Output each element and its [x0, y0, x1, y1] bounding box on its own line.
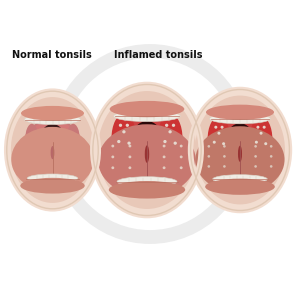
Ellipse shape	[7, 91, 98, 209]
Ellipse shape	[180, 167, 183, 169]
Ellipse shape	[223, 145, 226, 148]
Ellipse shape	[254, 145, 257, 148]
Ellipse shape	[11, 97, 94, 203]
Ellipse shape	[134, 124, 160, 152]
Ellipse shape	[223, 175, 226, 178]
Ellipse shape	[172, 124, 175, 127]
Ellipse shape	[205, 178, 275, 195]
Ellipse shape	[133, 121, 161, 153]
Ellipse shape	[190, 89, 290, 211]
Ellipse shape	[165, 124, 168, 127]
Ellipse shape	[208, 155, 210, 158]
Ellipse shape	[227, 123, 253, 153]
Ellipse shape	[163, 145, 166, 147]
Ellipse shape	[206, 105, 274, 120]
Ellipse shape	[213, 175, 267, 184]
Ellipse shape	[128, 145, 131, 147]
Ellipse shape	[263, 126, 266, 129]
Ellipse shape	[270, 165, 272, 168]
Ellipse shape	[98, 124, 196, 197]
Ellipse shape	[126, 124, 129, 127]
Ellipse shape	[114, 110, 180, 122]
Ellipse shape	[98, 91, 196, 209]
Ellipse shape	[264, 142, 267, 145]
Ellipse shape	[254, 165, 257, 168]
Ellipse shape	[254, 155, 257, 158]
Ellipse shape	[66, 124, 80, 155]
Ellipse shape	[208, 116, 230, 162]
Ellipse shape	[31, 120, 74, 153]
Ellipse shape	[256, 126, 260, 129]
Ellipse shape	[158, 114, 182, 163]
Ellipse shape	[111, 145, 114, 147]
Ellipse shape	[180, 145, 183, 147]
Ellipse shape	[163, 177, 166, 180]
Ellipse shape	[109, 181, 185, 199]
Ellipse shape	[208, 165, 210, 168]
Ellipse shape	[250, 116, 272, 162]
Ellipse shape	[119, 124, 122, 127]
Ellipse shape	[111, 155, 114, 158]
Ellipse shape	[145, 145, 149, 163]
Ellipse shape	[163, 167, 166, 169]
Ellipse shape	[128, 155, 131, 158]
Ellipse shape	[196, 126, 285, 193]
Ellipse shape	[111, 167, 114, 169]
Ellipse shape	[217, 119, 263, 153]
Ellipse shape	[122, 117, 172, 153]
Ellipse shape	[180, 155, 183, 158]
Ellipse shape	[195, 96, 285, 204]
Ellipse shape	[27, 174, 78, 183]
Ellipse shape	[110, 101, 184, 117]
Ellipse shape	[210, 113, 270, 124]
Ellipse shape	[228, 126, 252, 152]
Ellipse shape	[42, 127, 63, 152]
Ellipse shape	[21, 106, 84, 121]
Ellipse shape	[238, 146, 242, 162]
Ellipse shape	[51, 146, 54, 159]
Ellipse shape	[163, 140, 167, 143]
Ellipse shape	[110, 115, 184, 186]
Ellipse shape	[213, 141, 216, 144]
Ellipse shape	[223, 165, 226, 168]
Ellipse shape	[222, 142, 225, 145]
Ellipse shape	[214, 126, 217, 129]
Ellipse shape	[24, 115, 81, 124]
Ellipse shape	[223, 155, 226, 158]
Ellipse shape	[117, 177, 177, 187]
Ellipse shape	[117, 140, 121, 143]
Ellipse shape	[207, 118, 273, 184]
Ellipse shape	[163, 155, 166, 158]
Ellipse shape	[270, 145, 272, 148]
Ellipse shape	[122, 130, 126, 134]
Text: Normal tonsils: Normal tonsils	[12, 50, 92, 60]
Ellipse shape	[168, 130, 172, 134]
Ellipse shape	[270, 155, 272, 158]
Ellipse shape	[254, 175, 257, 178]
Ellipse shape	[22, 118, 83, 182]
Ellipse shape	[128, 177, 131, 180]
Ellipse shape	[220, 126, 224, 129]
Ellipse shape	[112, 114, 136, 163]
Ellipse shape	[218, 132, 220, 135]
Ellipse shape	[25, 124, 39, 155]
Ellipse shape	[208, 145, 210, 148]
Ellipse shape	[255, 141, 258, 144]
Ellipse shape	[173, 142, 177, 145]
Ellipse shape	[260, 132, 262, 135]
Ellipse shape	[20, 178, 85, 194]
Ellipse shape	[128, 167, 131, 169]
Ellipse shape	[93, 85, 201, 215]
Ellipse shape	[128, 142, 131, 145]
Ellipse shape	[40, 124, 65, 153]
Text: Inflamed tonsils: Inflamed tonsils	[114, 50, 202, 60]
Ellipse shape	[11, 127, 94, 192]
